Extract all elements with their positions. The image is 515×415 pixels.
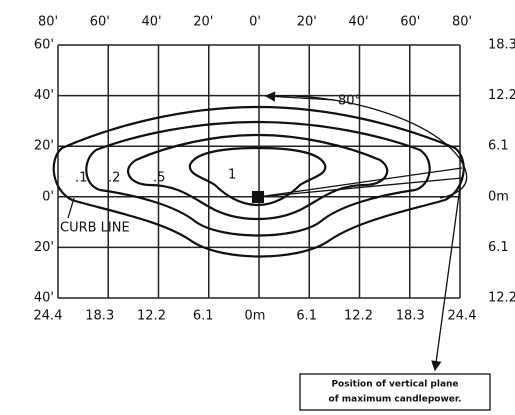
callout-text: Position of vertical plane — [331, 380, 458, 390]
left-label: 40' — [34, 291, 54, 306]
contour-label: .1 — [75, 171, 87, 186]
bottom-label: 12.2 — [137, 309, 166, 324]
top-label: 80' — [452, 15, 472, 30]
beam-line — [257, 167, 463, 198]
bottom-label: 18.3 — [396, 309, 425, 324]
right-label: 6.1 — [488, 139, 509, 154]
top-label: 20' — [193, 15, 213, 30]
bottom-label: 24.4 — [34, 309, 63, 324]
right-label: 12.2 — [488, 88, 515, 103]
angle-arrow — [264, 91, 336, 102]
contour-label: 1 — [228, 168, 236, 183]
callout-arrow — [431, 179, 462, 372]
top-label: 60' — [90, 15, 110, 30]
right-label: 6.1 — [488, 240, 509, 255]
top-label: 20' — [297, 15, 317, 30]
luminaire — [252, 191, 264, 203]
bottom-label: 24.4 — [448, 309, 477, 324]
contour-label: .2 — [108, 171, 120, 186]
right-label: 18.3 — [488, 38, 515, 53]
callout-box — [299, 373, 491, 411]
left-label: 40' — [34, 88, 54, 103]
contour-02 — [85, 120, 431, 237]
left-label: 20' — [34, 240, 54, 255]
bottom-label: 6.1 — [296, 309, 317, 324]
angle-label: 80° — [338, 94, 361, 109]
top-label: 0' — [249, 15, 261, 30]
bottom-label: 12.2 — [344, 309, 373, 324]
right-label: 12.2 — [488, 291, 515, 306]
contour-label: .5 — [153, 171, 165, 186]
contour-1 — [188, 146, 327, 207]
contour-05 — [127, 133, 389, 221]
bottom-label: 0m — [245, 309, 266, 324]
bottom-label: 18.3 — [85, 309, 114, 324]
top-label: 40' — [348, 15, 368, 30]
right-label: 0m — [488, 189, 509, 204]
contour-01 — [52, 105, 465, 258]
curb-label: CURB LINE — [60, 221, 130, 236]
top-label: 60' — [400, 15, 420, 30]
callout-text: of maximum candlepower. — [329, 395, 462, 405]
curb-pointer — [67, 197, 75, 219]
beam-line — [257, 177, 463, 198]
left-label: 0' — [42, 189, 54, 204]
bottom-label: 6.1 — [193, 309, 214, 324]
left-label: 20' — [34, 139, 54, 154]
left-label: 60' — [34, 38, 54, 53]
top-label: 40' — [141, 15, 161, 30]
top-label: 80' — [38, 15, 58, 30]
